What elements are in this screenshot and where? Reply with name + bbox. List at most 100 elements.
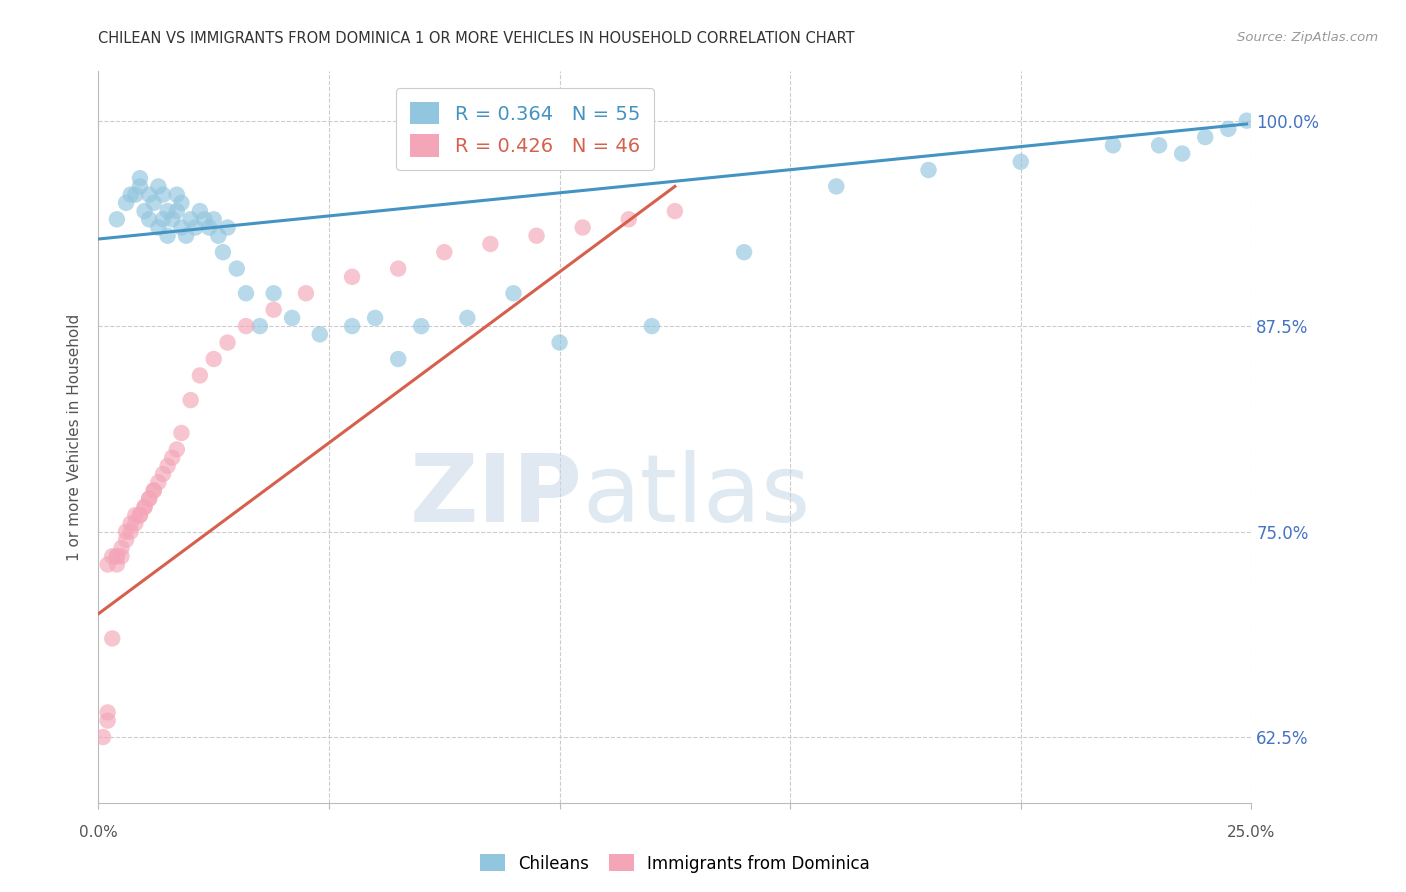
Point [124, 187, 146, 202]
Point [91, 730, 114, 744]
Point [156, 458, 179, 473]
Point [170, 220, 193, 235]
Point [105, 549, 128, 564]
Point [193, 212, 215, 227]
Legend: Chileans, Immigrants from Dominica: Chileans, Immigrants from Dominica [472, 847, 877, 880]
Point [101, 549, 124, 564]
Point [134, 500, 156, 514]
Point [156, 228, 179, 243]
Point [526, 228, 548, 243]
Point [184, 220, 207, 235]
Point [152, 467, 174, 481]
Text: 25.0%: 25.0% [1227, 825, 1275, 840]
Point [479, 236, 502, 251]
Text: Source: ZipAtlas.com: Source: ZipAtlas.com [1237, 31, 1378, 45]
Point [364, 310, 387, 325]
Point [180, 393, 202, 408]
Point [170, 425, 193, 440]
Point [129, 508, 152, 523]
Point [105, 558, 128, 572]
Point [148, 475, 170, 490]
Point [138, 187, 160, 202]
Point [124, 516, 146, 531]
Point [733, 245, 755, 260]
Point [166, 204, 188, 219]
Point [340, 269, 363, 284]
Point [138, 212, 160, 227]
Point [202, 212, 225, 227]
Point [115, 195, 138, 210]
Point [110, 541, 132, 555]
Point [166, 187, 188, 202]
Point [411, 319, 433, 334]
Point [180, 212, 202, 227]
Text: 0.0%: 0.0% [79, 825, 118, 840]
Point [207, 228, 229, 243]
Point [152, 212, 174, 227]
Point [105, 212, 128, 227]
Point [142, 195, 165, 210]
Point [198, 220, 221, 235]
Point [502, 286, 524, 301]
Point [917, 163, 939, 178]
Point [617, 212, 640, 227]
Point [217, 220, 239, 235]
Text: ZIP: ZIP [409, 450, 582, 541]
Point [340, 319, 363, 334]
Point [188, 368, 211, 383]
Point [641, 319, 664, 334]
Point [160, 212, 183, 227]
Point [129, 179, 152, 194]
Point [129, 171, 152, 186]
Point [174, 228, 197, 243]
Point [105, 549, 128, 564]
Point [148, 179, 170, 194]
Point [235, 319, 257, 334]
Point [433, 245, 456, 260]
Point [134, 204, 156, 219]
Point [120, 187, 142, 202]
Point [115, 533, 138, 547]
Point [281, 310, 304, 325]
Point [225, 261, 247, 276]
Point [1102, 138, 1125, 153]
Point [548, 335, 571, 350]
Point [202, 351, 225, 366]
Point [1194, 130, 1216, 145]
Point [142, 483, 165, 498]
Point [152, 187, 174, 202]
Point [110, 549, 132, 564]
Text: atlas: atlas [582, 450, 811, 541]
Point [97, 706, 120, 720]
Point [115, 524, 138, 539]
Point [263, 302, 285, 317]
Point [308, 327, 330, 342]
Point [295, 286, 318, 301]
Point [160, 450, 183, 465]
Point [1218, 121, 1240, 136]
Point [97, 714, 120, 728]
Point [129, 508, 152, 523]
Point [217, 335, 239, 350]
Point [138, 491, 160, 506]
Point [1010, 154, 1032, 169]
Point [142, 483, 165, 498]
Point [120, 516, 142, 531]
Point [166, 442, 188, 457]
Point [124, 508, 146, 523]
Point [571, 220, 593, 235]
Legend: R = 0.364   N = 55, R = 0.426   N = 46: R = 0.364 N = 55, R = 0.426 N = 46 [396, 88, 654, 170]
Point [249, 319, 271, 334]
Point [101, 632, 124, 646]
Point [1147, 138, 1170, 153]
Point [825, 179, 848, 194]
Point [212, 245, 235, 260]
Point [235, 286, 257, 301]
Point [156, 204, 179, 219]
Point [1171, 146, 1194, 161]
Point [134, 500, 156, 514]
Point [263, 286, 285, 301]
Point [148, 220, 170, 235]
Point [170, 195, 193, 210]
Point [664, 204, 686, 219]
